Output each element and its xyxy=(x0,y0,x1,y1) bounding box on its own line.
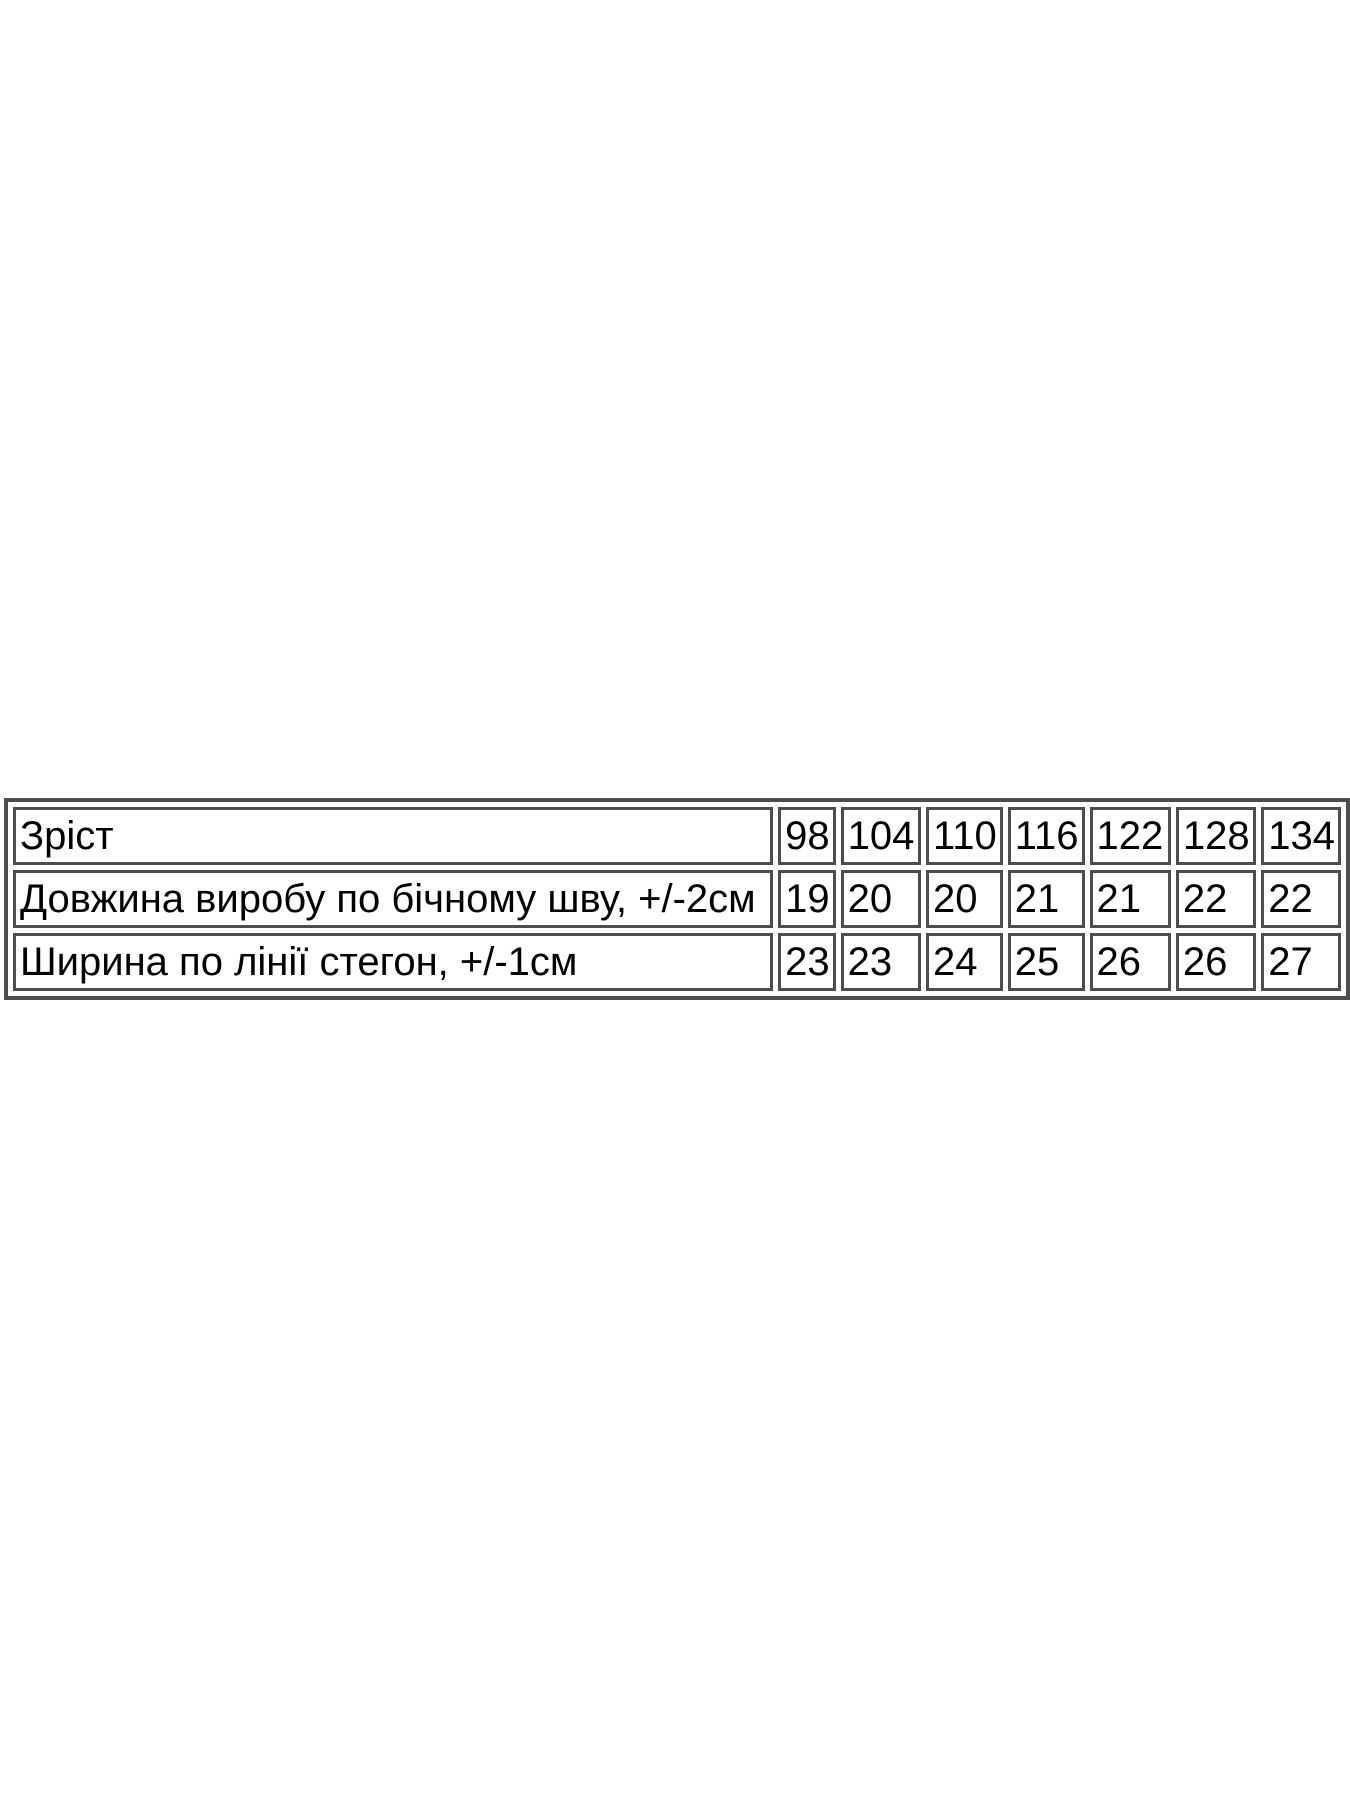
table-cell: 22 xyxy=(1261,870,1341,928)
table-cell: 20 xyxy=(925,870,1003,928)
table-cell: 128 xyxy=(1175,807,1257,865)
table-cell: 20 xyxy=(840,870,921,928)
table-cell: 23 xyxy=(778,933,836,991)
table-cell: 98 xyxy=(778,807,836,865)
size-chart-body: Зріст 98 104 110 116 122 128 134 Довжина… xyxy=(13,807,1341,991)
table-cell: 21 xyxy=(1007,870,1085,928)
table-cell: 27 xyxy=(1261,933,1341,991)
table-cell: 23 xyxy=(840,933,921,991)
row-label-length: Довжина виробу по бічному шву, +/-2см xyxy=(13,870,774,928)
table-cell: 134 xyxy=(1261,807,1341,865)
table-cell: 104 xyxy=(840,807,921,865)
table-cell: 22 xyxy=(1175,870,1257,928)
table-cell: 26 xyxy=(1089,933,1171,991)
table-row-length: Довжина виробу по бічному шву, +/-2см 19… xyxy=(13,870,1341,928)
table-row-hip-width: Ширина по лінії стегон, +/-1см 23 23 24 … xyxy=(13,933,1341,991)
size-chart-table: Зріст 98 104 110 116 122 128 134 Довжина… xyxy=(4,798,1350,1000)
table-cell: 25 xyxy=(1007,933,1085,991)
table-cell: 122 xyxy=(1089,807,1171,865)
table-cell: 26 xyxy=(1175,933,1257,991)
table-row-height: Зріст 98 104 110 116 122 128 134 xyxy=(13,807,1341,865)
row-label-height: Зріст xyxy=(13,807,774,865)
table-cell: 21 xyxy=(1089,870,1171,928)
table-cell: 24 xyxy=(925,933,1003,991)
row-label-hip-width: Ширина по лінії стегон, +/-1см xyxy=(13,933,774,991)
table-cell: 110 xyxy=(925,807,1003,865)
table-cell: 116 xyxy=(1007,807,1085,865)
table-cell: 19 xyxy=(778,870,836,928)
